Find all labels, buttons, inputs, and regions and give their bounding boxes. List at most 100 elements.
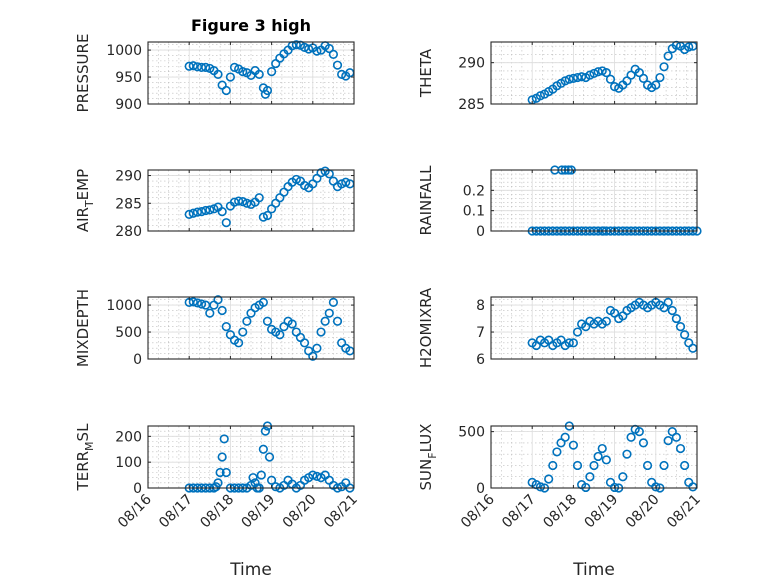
data-point	[341, 177, 351, 187]
y-axis-label: MIXDEPTH	[74, 289, 92, 367]
y-tick-label: 200	[115, 429, 142, 445]
series-theta	[527, 40, 698, 105]
y-tick-label: 7	[476, 325, 485, 341]
y-tick-label: 0.2	[463, 183, 485, 199]
data-point	[560, 76, 570, 86]
x-tick-label: 08/18	[540, 492, 580, 532]
data-point	[267, 67, 277, 77]
data-point	[597, 443, 607, 454]
axes-frame	[147, 296, 355, 360]
axes-frame	[147, 425, 355, 489]
y-tick-label: 0	[133, 481, 142, 497]
data-point	[684, 42, 694, 52]
data-point	[564, 74, 574, 84]
data-point	[651, 80, 661, 90]
data-point	[618, 472, 628, 482]
data-point	[304, 44, 314, 54]
data-point	[201, 62, 211, 72]
data-point	[188, 208, 198, 218]
data-point	[572, 327, 583, 337]
data-point	[291, 174, 301, 185]
data-point	[655, 72, 665, 83]
data-point	[675, 322, 686, 332]
data-point	[188, 297, 198, 307]
y-tick-label: 950	[115, 70, 142, 86]
series-pressure	[184, 40, 355, 99]
y-tick-label: 0	[476, 224, 485, 240]
y-tick-label: 500	[458, 425, 485, 441]
series-air_temp	[184, 166, 355, 228]
y-tick-label: 0.1	[463, 204, 485, 220]
x-axis-label-right: Time	[572, 560, 615, 580]
axes-frame	[490, 296, 698, 360]
x-tick-label: 08/17	[499, 492, 539, 532]
data-point	[254, 193, 264, 203]
tick-marks	[147, 42, 355, 105]
y-axis-label: AIRTEMP	[74, 169, 96, 232]
data-point	[213, 478, 223, 488]
data-point	[324, 308, 334, 318]
x-tick-label: 08/21	[321, 492, 361, 532]
data-point	[572, 460, 583, 471]
data-point	[256, 470, 266, 480]
data-point	[680, 460, 690, 471]
y-tick-label: 0	[476, 481, 485, 497]
data-point	[264, 452, 275, 462]
data-point	[312, 46, 322, 56]
data-point	[328, 297, 339, 307]
y-tick-label: 100	[115, 455, 142, 471]
series-sun_flux	[527, 421, 698, 493]
y-tick-label: 285	[115, 196, 142, 212]
data-point	[535, 482, 546, 492]
data-point	[215, 467, 225, 478]
data-point	[275, 330, 285, 340]
y-tick-label: 285	[458, 97, 485, 113]
y-axis-label: RAINFALL	[417, 165, 435, 236]
data-point	[589, 460, 599, 471]
data-point	[192, 298, 203, 308]
panel-terr_msl: 0 100 200 TERRMSL 08/16 08/17 08/18 08/19 08/20 0…	[74, 421, 361, 532]
data-point	[577, 72, 587, 82]
data-point	[213, 295, 223, 305]
panel-air_temp: 280 285 290 AIRTEMP	[74, 166, 355, 240]
data-point	[217, 305, 227, 316]
data-point	[601, 316, 611, 326]
axes-frame	[490, 41, 698, 105]
x-tick-label: 08/20	[280, 492, 320, 532]
data-point	[312, 343, 322, 353]
data-point	[535, 91, 546, 101]
tick-marks	[490, 297, 698, 360]
series-h2omixra	[527, 297, 698, 353]
data-point	[638, 73, 649, 83]
data-point	[221, 322, 231, 332]
data-point	[205, 308, 215, 318]
panel-mixdepth: 0 500 1000 MIXDEPTH	[74, 289, 355, 368]
x-tick-label: 08/19	[582, 492, 622, 532]
data-point	[262, 316, 273, 326]
y-axis-label: PRESSURE	[74, 34, 92, 113]
y-tick-label: 1000	[106, 298, 142, 314]
y-tick-label: 0	[133, 352, 142, 368]
data-point	[663, 436, 673, 446]
data-point	[659, 460, 669, 471]
data-point	[316, 327, 326, 337]
data-point	[622, 449, 632, 459]
data-point	[308, 351, 318, 361]
data-point	[248, 473, 258, 483]
panel-theta: 285 290 THETA	[417, 40, 698, 113]
data-point	[201, 205, 211, 216]
data-point	[605, 74, 616, 84]
y-axis-label: H2OMIXRA	[417, 287, 435, 368]
series-mixdepth	[184, 295, 355, 361]
data-point	[585, 472, 595, 482]
data-point	[593, 451, 603, 462]
tick-marks	[490, 170, 698, 232]
data-point	[581, 482, 591, 493]
data-point	[605, 477, 616, 487]
data-point	[221, 85, 231, 96]
data-point	[671, 313, 682, 324]
x-tick-label: 08/21	[664, 492, 704, 532]
data-point	[585, 70, 595, 80]
data-point	[675, 443, 686, 454]
data-point	[589, 68, 599, 79]
